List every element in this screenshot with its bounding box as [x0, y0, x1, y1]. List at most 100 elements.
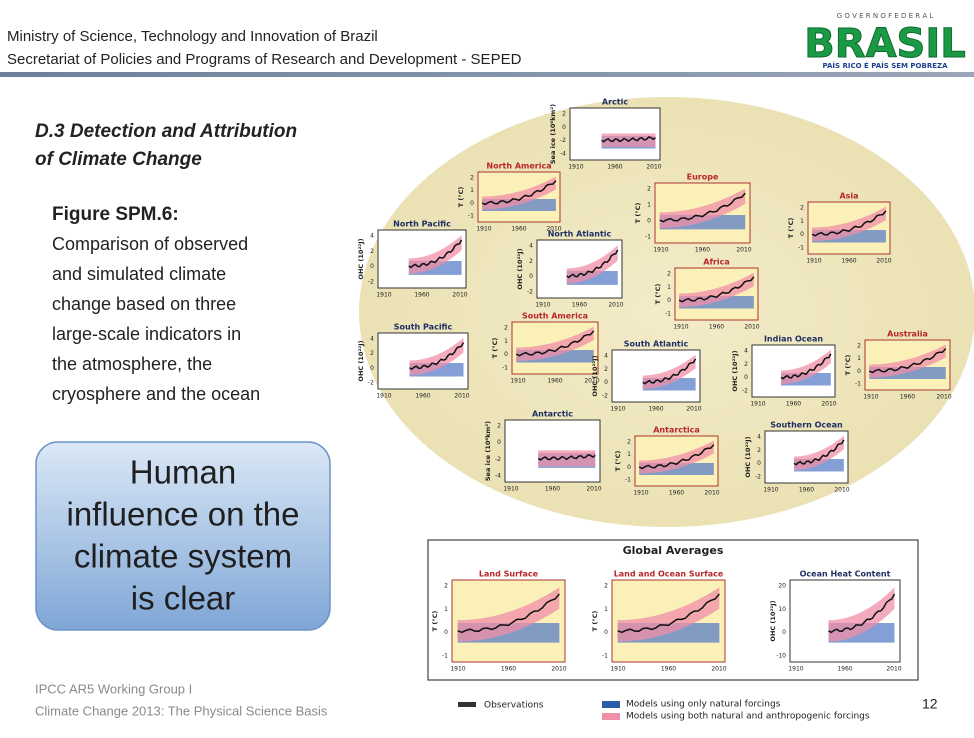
y-tick-label: 0: [562, 124, 566, 131]
slide-title: D.3 Detection and Attribution: [35, 121, 297, 142]
y-tick-label: -10: [776, 653, 786, 660]
panel-title: Ocean Heat Content: [800, 570, 891, 579]
y-tick-label: 0: [627, 464, 631, 471]
x-tick-label: 2010: [821, 401, 836, 408]
y-tick-label: 0: [470, 200, 474, 207]
footer-line: Climate Change 2013: The Physical Scienc…: [35, 703, 328, 718]
y-axis-label: T (°C): [614, 451, 622, 472]
x-tick-label: 1960: [661, 666, 676, 673]
callout-line: climate system: [74, 538, 292, 575]
logo-name: BRASIL: [804, 21, 965, 67]
y-tick-label: 0: [370, 263, 374, 270]
y-tick-label: -1: [645, 234, 651, 241]
x-tick-label: 1910: [376, 292, 391, 299]
x-tick-label: 1960: [547, 378, 562, 385]
y-tick-label: 2: [667, 271, 671, 278]
header-line: Ministry of Science, Technology and Inno…: [7, 28, 378, 45]
y-tick-label: -2: [495, 456, 501, 463]
y-tick-label: 0: [744, 374, 748, 381]
x-tick-label: 1960: [511, 226, 526, 233]
x-tick-label: 1960: [669, 490, 684, 497]
logo-tagline: PAÍS RICO É PAÍS SEM POBREZA: [822, 61, 948, 70]
y-tick-label: -1: [798, 245, 804, 252]
x-tick-label: 1910: [863, 394, 878, 401]
x-tick-label: 1960: [414, 292, 429, 299]
panel-title: Africa: [703, 258, 730, 267]
x-tick-label: 1910: [610, 406, 625, 413]
y-tick-label: 2: [497, 423, 501, 430]
y-tick-label: -2: [368, 380, 374, 387]
y-tick-label: 2: [470, 175, 474, 182]
x-tick-label: 2010: [454, 393, 469, 400]
y-tick-label: 0: [667, 297, 671, 304]
y-tick-label: 10: [778, 606, 786, 613]
y-tick-label: 2: [857, 343, 861, 350]
x-tick-label: 1910: [510, 378, 525, 385]
y-axis-label: OHC (10²²J): [744, 436, 752, 477]
page-number: 12: [922, 696, 938, 712]
y-tick-label: 2: [504, 325, 508, 332]
observations-line: [457, 593, 560, 634]
x-tick-label: 2010: [834, 487, 849, 494]
y-axis-label: OHC (10²²J): [357, 238, 365, 279]
x-tick-label: 2010: [936, 394, 951, 401]
y-axis-label: OHC (10²²J): [591, 355, 599, 396]
description-line: the atmosphere, the: [52, 354, 212, 374]
y-tick-label: 2: [370, 350, 374, 357]
observations-line: [642, 358, 697, 385]
y-tick-label: 2: [744, 361, 748, 368]
description-line: large-scale indicators in: [52, 324, 241, 344]
header-stripe: [0, 72, 974, 77]
panel-title: Indian Ocean: [764, 335, 823, 344]
y-tick-label: 1: [627, 451, 631, 458]
legend-swatch: [458, 702, 476, 707]
y-tick-label: 2: [800, 205, 804, 212]
x-tick-label: 1910: [633, 490, 648, 497]
x-tick-label: 2010: [586, 486, 601, 493]
y-tick-label: -2: [560, 137, 566, 144]
x-tick-label: 1960: [545, 486, 560, 493]
observations-line: [537, 453, 596, 461]
footer-line: IPCC AR5 Working Group I: [35, 681, 192, 696]
y-tick-label: 2: [627, 439, 631, 446]
x-tick-label: 1960: [572, 302, 587, 309]
y-tick-label: 0: [497, 439, 501, 446]
x-tick-label: 1910: [610, 666, 625, 673]
observations-line: [515, 330, 595, 357]
callout: Human influence on the climate system is cl…: [66, 454, 299, 617]
y-axis-label: Sea ice (10⁶km²): [549, 104, 557, 164]
y-tick-label: -2: [527, 289, 533, 296]
y-axis-label: OHC (10²²J): [731, 350, 739, 391]
y-tick-label: 1: [800, 218, 804, 225]
panel-title: Australia: [887, 330, 928, 339]
panel-title: North Pacific: [393, 220, 451, 229]
observations-line: [793, 439, 845, 466]
y-axis-label: T (°C): [634, 203, 642, 224]
x-tick-label: 2010: [876, 258, 891, 265]
x-tick-label: 2010: [886, 666, 901, 673]
y-axis-label: T (°C): [457, 187, 465, 208]
legend-label: Observations: [484, 701, 544, 711]
description-line: cryosphere and the ocean: [52, 384, 260, 404]
y-axis-label: OHC (10²²J): [357, 340, 365, 381]
y-tick-label: -1: [468, 213, 474, 220]
panel-title: Land and Ocean Surface: [614, 570, 724, 579]
x-tick-label: 2010: [646, 164, 661, 171]
x-tick-label: 1910: [450, 666, 465, 673]
x-tick-label: 1960: [900, 394, 915, 401]
y-tick-label: 4: [370, 233, 374, 240]
x-tick-label: 2010: [551, 666, 566, 673]
y-tick-label: 4: [529, 243, 533, 250]
y-tick-label: 0: [782, 629, 786, 636]
panel-title: Asia: [839, 192, 858, 201]
description-line: and simulated climate: [52, 264, 226, 284]
panel-title: Europe: [687, 173, 719, 182]
panel-title: South America: [522, 312, 588, 321]
description: Comparison of observed and simulated clim…: [52, 234, 260, 404]
